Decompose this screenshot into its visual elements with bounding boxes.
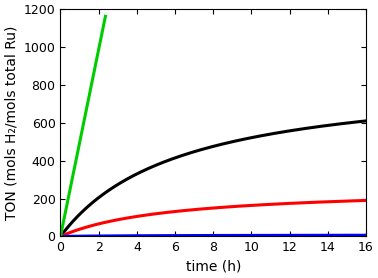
X-axis label: time (h): time (h) [186,260,241,274]
Y-axis label: TON (mols H₂/mols total Ru): TON (mols H₂/mols total Ru) [4,26,18,220]
